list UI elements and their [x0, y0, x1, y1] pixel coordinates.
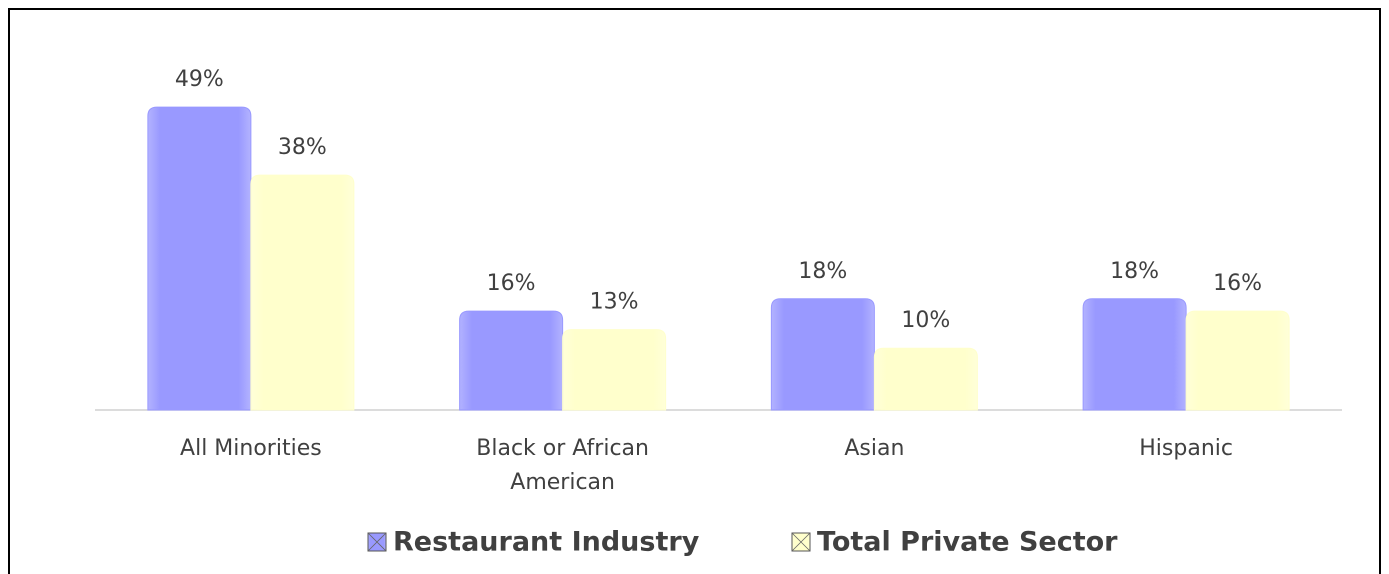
bar: [873, 347, 978, 411]
bar: [147, 106, 252, 411]
data-label: 38%: [278, 135, 327, 160]
data-label: 16%: [487, 271, 536, 296]
bar: [770, 298, 875, 411]
data-label: 18%: [798, 259, 847, 284]
bar: [1185, 310, 1290, 411]
data-label: 18%: [1110, 259, 1159, 284]
data-label: 13%: [590, 290, 639, 315]
x-tick-label: Hispanic: [1139, 436, 1233, 461]
bar: [562, 329, 667, 411]
x-tick-label: All Minorities: [180, 436, 322, 461]
bar: [250, 174, 355, 411]
x-tick-label: Asian: [844, 436, 905, 461]
legend-label: Total Private Sector: [817, 527, 1118, 558]
data-label: 49%: [175, 67, 224, 92]
bar: [459, 310, 564, 411]
data-label: 16%: [1213, 271, 1262, 296]
chart-frame: [8, 8, 1381, 574]
legend-swatch-bevel: [367, 532, 387, 552]
x-tick-label: Black or African American: [476, 436, 649, 495]
data-label: 10%: [901, 308, 950, 333]
legend-swatch-bevel: [791, 532, 811, 552]
legend-label: Restaurant Industry: [393, 527, 700, 558]
bar: [1082, 298, 1187, 411]
